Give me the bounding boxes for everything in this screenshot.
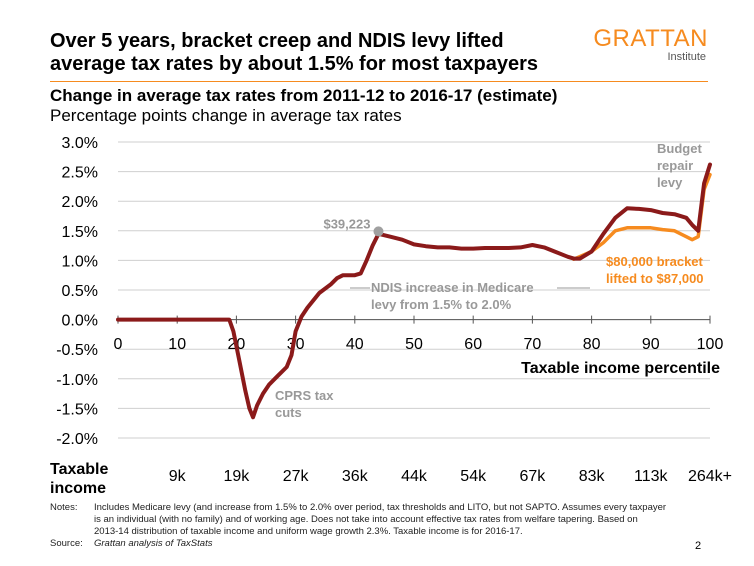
point-label: $39,223 (323, 216, 370, 231)
y-tick-label: -2.0% (56, 431, 98, 448)
y-tick-label: 0.5% (62, 283, 98, 300)
x-tick-label: 40 (346, 336, 364, 353)
income-label: 44k (401, 468, 428, 485)
income-label: 83k (579, 468, 606, 485)
page-number: 2 (695, 540, 701, 552)
y-tick-label: -1.0% (56, 372, 98, 389)
income-row-label: income (50, 480, 106, 497)
budget-label: Budget (657, 141, 702, 156)
income-label: 67k (520, 468, 547, 485)
income-label: 36k (342, 468, 369, 485)
bracket-label: lifted to $87,000 (606, 271, 704, 286)
bracket-label: $80,000 bracket (606, 254, 704, 269)
annotations: $39,223 CPRS tax cuts NDIS increase in Medi… (275, 141, 704, 420)
y-tick-label: 2.5% (62, 165, 98, 182)
x-tick-label: 100 (697, 336, 724, 353)
budget-label: levy (657, 175, 683, 190)
y-tick-label: 2.0% (62, 194, 98, 211)
ndis-label: levy from 1.5% to 2.0% (371, 297, 512, 312)
income-row: Taxable income 9k 19k 27k 36k 44k 54k 67k 83k 113k… (50, 461, 732, 497)
ndis-label: NDIS increase in Medicare (371, 280, 534, 295)
y-axis-ticks: 3.0% 2.5% 2.0% 1.5% 1.0% 0.5% 0.0% -0.5% -1.0% -1… (56, 135, 98, 448)
x-tick-label: 90 (642, 336, 660, 353)
highlight-point (373, 226, 383, 236)
budget-label: repair (657, 158, 693, 173)
income-label: 27k (283, 468, 310, 485)
source-text: Grattan analysis of TaxStats (94, 538, 694, 550)
x-tick-label: 60 (464, 336, 482, 353)
source-label: Source: (50, 538, 94, 550)
cprs-label: CPRS tax (275, 388, 334, 403)
x-tick-label: 0 (114, 336, 123, 353)
income-label: 264k+ (688, 468, 732, 485)
x-tick-label: 80 (583, 336, 601, 353)
cprs-label: cuts (275, 405, 302, 420)
notes-line-3: 2013-14 distribution of taxable income a… (94, 526, 523, 537)
notes-line-2: is an individual (with no family) and of… (94, 514, 638, 525)
y-tick-label: 0.0% (62, 313, 98, 330)
x-axis-label-group: Taxable income percentile (521, 360, 720, 377)
notes-line-1: Includes Medicare levy (and increase fro… (94, 502, 666, 513)
income-label: 113k (634, 468, 669, 485)
y-tick-label: -0.5% (56, 342, 98, 359)
x-tick-label: 70 (524, 336, 542, 353)
y-tick-label: 1.5% (62, 224, 98, 241)
income-label: 9k (169, 468, 187, 485)
y-tick-label: -1.5% (56, 401, 98, 418)
y-tick-label: 3.0% (62, 135, 98, 152)
line-chart: 3.0% 2.5% 2.0% 1.5% 1.0% 0.5% 0.0% -0.5% -1.0% -1… (0, 0, 754, 500)
y-tick-label: 1.0% (62, 253, 98, 270)
x-tick-label: 10 (168, 336, 186, 353)
notes-label: Notes: (50, 502, 94, 514)
x-axis-label: Taxable income percentile (521, 360, 720, 377)
income-label: 19k (224, 468, 251, 485)
income-label: 54k (460, 468, 487, 485)
x-axis-ticks: 0 10 20 30 40 50 60 70 80 90 100 (114, 336, 724, 353)
footnotes: Notes: Includes Medicare levy (and increa… (50, 502, 710, 550)
x-tick-label: 50 (405, 336, 423, 353)
income-row-label: Taxable (50, 461, 109, 478)
